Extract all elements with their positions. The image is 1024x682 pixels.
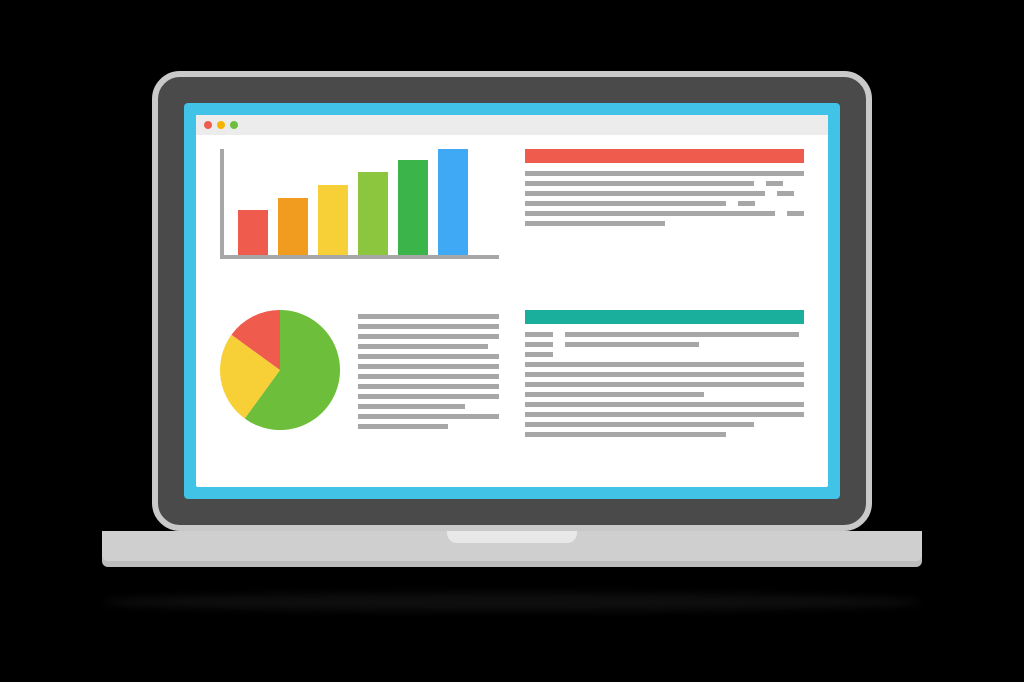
text-line — [525, 382, 804, 387]
app-window — [196, 115, 828, 487]
text-line — [358, 424, 448, 429]
text-line — [525, 181, 804, 186]
text-line — [525, 432, 804, 437]
bar — [358, 172, 388, 255]
laptop-frame — [152, 71, 872, 531]
maximize-icon[interactable] — [230, 121, 238, 129]
screen-bezel — [184, 103, 840, 499]
bottom-left-group — [220, 310, 499, 474]
text-line — [525, 191, 804, 196]
text-line — [358, 394, 499, 399]
bar — [238, 210, 268, 255]
text-line — [358, 364, 499, 369]
laptop-base — [102, 531, 922, 561]
dashboard-content — [196, 135, 828, 487]
text-line — [358, 314, 499, 319]
title-bar — [196, 115, 828, 135]
text-line — [358, 334, 499, 339]
minimize-icon[interactable] — [217, 121, 225, 129]
text-line — [525, 332, 804, 337]
panel-top-right — [525, 149, 804, 296]
laptop-notch — [447, 531, 577, 543]
text-line — [525, 211, 804, 216]
laptop — [152, 71, 872, 611]
text-line — [358, 404, 465, 409]
bar — [398, 160, 428, 255]
text-line — [358, 374, 499, 379]
bar — [278, 198, 308, 255]
text-line — [525, 221, 804, 226]
bar — [438, 149, 468, 255]
text-line — [525, 412, 804, 417]
text-line — [358, 354, 499, 359]
text-line — [525, 352, 804, 357]
text-line — [525, 372, 804, 377]
bar-chart — [220, 149, 499, 296]
text-line — [525, 171, 804, 176]
text-line — [525, 392, 804, 397]
text-line — [525, 402, 804, 407]
text-line — [525, 362, 804, 367]
panel-header-red — [525, 149, 804, 163]
text-line — [525, 342, 804, 347]
pie-chart — [220, 310, 340, 435]
close-icon[interactable] — [204, 121, 212, 129]
bar — [318, 185, 348, 255]
panel-bottom-right — [525, 310, 804, 474]
text-line — [525, 422, 804, 427]
text-line — [358, 414, 499, 419]
text-line — [358, 324, 499, 329]
text-line — [358, 384, 499, 389]
text-block-left — [358, 310, 499, 429]
laptop-shadow — [102, 593, 922, 611]
panel-header-teal — [525, 310, 804, 324]
text-line — [525, 201, 804, 206]
text-line — [358, 344, 488, 349]
